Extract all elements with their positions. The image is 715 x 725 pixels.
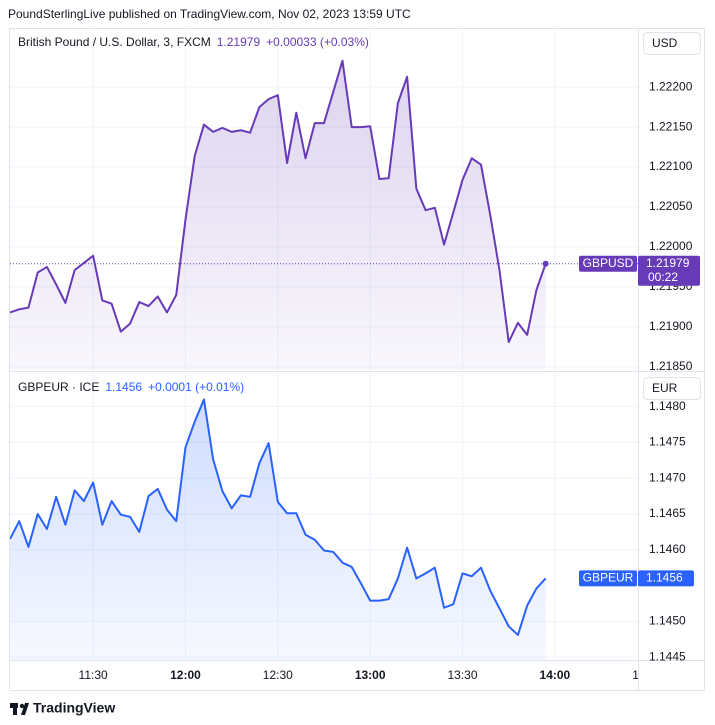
y-tick-label: 1.1460 [649,542,686,556]
x-tick-label: 13:30 [448,668,478,682]
x-tick-label: 12:00 [170,668,201,682]
y-tick-label: 1.22200 [649,79,693,93]
legend-price: 1.1456 [105,380,142,394]
currency-button [643,32,701,55]
y-tick-label: 1.22150 [649,119,693,133]
currency-button [643,377,701,400]
price-tag [638,255,700,286]
legend-change: +0.0001 (+0.01%) [148,380,244,394]
tradingview-logo [10,703,29,715]
price-line [10,398,547,636]
legend-change: +0.00033 (+0.03%) [266,35,369,49]
y-tick-label: 1.1445 [649,649,686,663]
y-tick-label: 1.1480 [649,399,686,413]
y-tick-label: 1.21900 [649,319,693,333]
x-tick-label: 14:00 [540,668,571,682]
legend: GBPEUR · ICE 1.1456 +0.0001 (+0.01%) [18,380,244,394]
currency-label: EUR [652,381,678,395]
symbol-tag [579,255,637,272]
y-tick-label: 1.22050 [649,199,693,213]
price-tag-value: 1.1456 [646,571,683,585]
x-tick-label: 12:30 [263,668,293,682]
legend-price: 1.21979 [217,35,261,49]
chart-frame [9,28,705,691]
area [10,60,546,370]
x-tick-label: 11:30 [79,668,108,682]
legend-title: British Pound / U.S. Dollar, 3, FXCM [18,35,211,49]
y-tick-label: 1.22100 [649,159,693,173]
legend: British Pound / U.S. Dollar, 3, FXCM 1.21… [18,35,369,49]
symbol-tag-label: GBPEUR [583,571,634,585]
footer-brand: TradingView [33,700,115,716]
x-tick-label: 13:00 [355,668,386,682]
countdown: 00:22 [648,270,678,284]
y-tick-label: 1.1470 [649,470,686,484]
price-line [10,59,547,344]
y-tick-label: 1.1465 [649,506,686,520]
y-tick-label: 1.1475 [649,435,686,449]
currency-label: USD [652,36,678,50]
price-tag [638,570,694,587]
last-point [542,260,549,267]
header: PoundSterlingLive published on TradingVi… [8,7,411,21]
area [10,399,546,660]
legend-title: GBPEUR · ICE [18,380,99,394]
y-tick-label: 1.21850 [649,359,693,373]
symbol-tag-label: GBPUSD [583,256,634,270]
symbol-tag [579,570,637,587]
y-tick-label: 1.1450 [649,614,686,628]
y-tick-label: 1.22000 [649,239,693,253]
x-tick-label: 14:30 [632,668,662,682]
price-tag-value: 1.21979 [646,256,690,270]
